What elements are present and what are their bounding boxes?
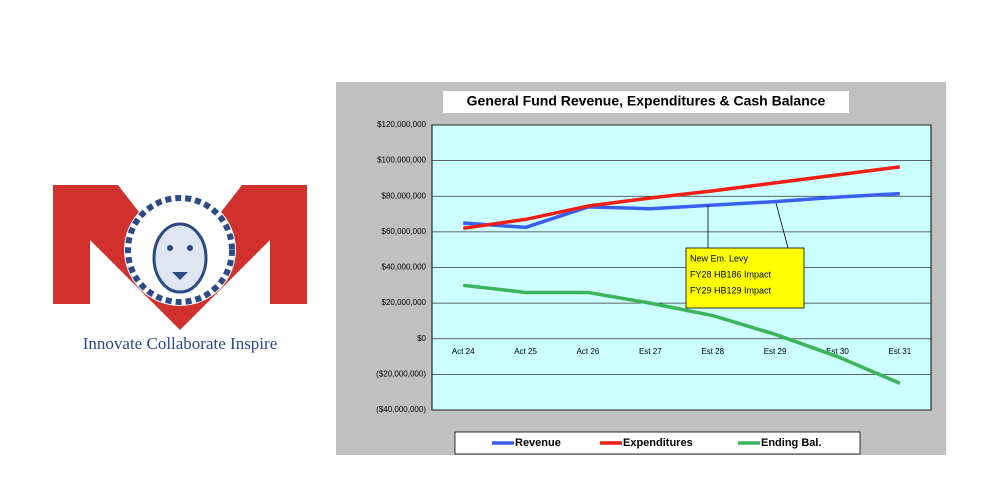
- x-tick-label: Est 31: [888, 347, 911, 356]
- logo-eye: [187, 245, 193, 251]
- logo-eye: [167, 245, 173, 251]
- legend-box: [454, 431, 861, 455]
- series-line: [462, 165, 901, 231]
- y-tick-label: $120,000,000: [377, 120, 426, 129]
- x-tick-label: Act 26: [577, 347, 600, 356]
- y-tick-label: ($20,000,000): [376, 369, 426, 378]
- x-tick-label: Est 27: [639, 347, 662, 356]
- annotation-connector: [775, 202, 789, 249]
- logo: Innovate Collaborate Inspire: [53, 185, 307, 353]
- chart-title: General Fund Revenue, Expenditures & Cas…: [467, 93, 826, 109]
- y-tick-label: $60,000,000: [382, 227, 427, 236]
- series: [462, 165, 901, 385]
- legend-label: Ending Bal.: [761, 437, 822, 449]
- y-tick-label: $100,000,000: [377, 156, 426, 165]
- annotation-text: New Em. Levy: [690, 253, 749, 263]
- series-line: [463, 191, 900, 230]
- legend-label: Expenditures: [623, 437, 693, 449]
- x-tick-label: Est 30: [826, 347, 849, 356]
- y-tick-label: ($40,000,000): [376, 405, 426, 414]
- y-tick-label: $40,000,000: [382, 263, 427, 272]
- logo-mane: [125, 195, 235, 305]
- x-tick-label: Act 24: [452, 347, 475, 356]
- annotation: New Em. Levy FY28 HB186 Impact FY29 HB129 …: [690, 253, 772, 295]
- logo-face: [152, 222, 208, 294]
- annotation-box: [685, 247, 805, 309]
- logo-m: [53, 185, 307, 330]
- title-box: [443, 91, 849, 113]
- logo-nose: [172, 272, 188, 280]
- x-tick-label: Act 25: [514, 347, 537, 356]
- x-tick-label: Est 28: [701, 347, 724, 356]
- legend: Revenue Expenditures Ending Bal.: [492, 437, 822, 449]
- logo-tagline: Innovate Collaborate Inspire: [83, 334, 278, 353]
- annotation-text: FY29 HB129 Impact: [690, 285, 772, 295]
- annotation-text: FY28 HB186 Impact: [690, 269, 772, 279]
- legend-label: Revenue: [515, 437, 561, 449]
- grid: ($40,000,000) ($20,000,000) $0 $20,000,000 $…: [376, 120, 931, 414]
- series-line: [462, 283, 901, 385]
- y-tick-label: $20,000,000: [382, 298, 427, 307]
- x-tick-label: Est 29: [764, 347, 787, 356]
- y-tick-label: $0: [417, 334, 426, 343]
- y-tick-label: $80,000,000: [382, 191, 427, 200]
